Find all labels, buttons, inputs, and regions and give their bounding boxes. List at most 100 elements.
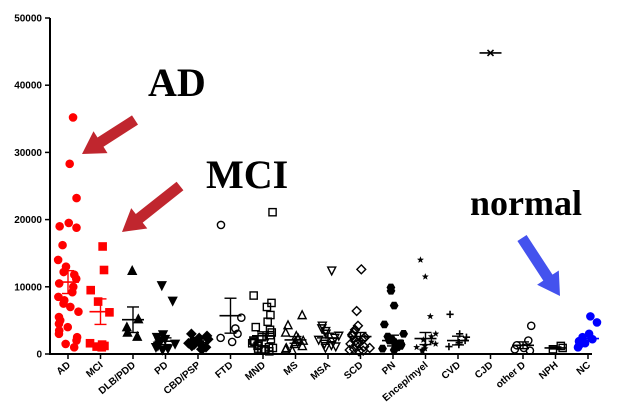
data-point [63, 322, 73, 332]
data-point [86, 285, 96, 295]
data-point [61, 339, 70, 349]
x-tick-label-mnd: MND [243, 360, 268, 383]
data-point [344, 344, 356, 356]
data-point [231, 324, 240, 333]
x-tick-label-ftd: FTD [213, 360, 235, 381]
group-cvd [445, 310, 471, 351]
group-encep-myel [413, 256, 440, 355]
data-point [525, 346, 535, 355]
data-point [58, 240, 67, 250]
data-point [202, 333, 214, 345]
group-ad [53, 113, 83, 352]
x-tick-label-nph: NPH [537, 360, 560, 382]
x-tick-label-msa: MSA [309, 360, 333, 383]
group-mci [85, 242, 114, 352]
y-tick-label: 0 [36, 350, 42, 361]
data-point [237, 313, 246, 323]
data-point [389, 301, 399, 310]
data-point [416, 256, 425, 263]
x-tick-label-other-d: other D [494, 360, 528, 391]
annotation-arrow-mci [122, 181, 184, 232]
data-point [445, 343, 453, 351]
x-tick-label-cvd: CVD [440, 360, 463, 382]
data-point [351, 305, 363, 317]
data-point [296, 309, 308, 320]
data-point [573, 342, 583, 352]
annotation-label-normal: normal [470, 183, 582, 223]
data-point [263, 317, 272, 327]
data-point [216, 333, 225, 343]
data-point [227, 337, 237, 347]
data-point [297, 340, 308, 351]
group-msa [313, 266, 344, 354]
x-tick-label-scd: SCD [342, 360, 365, 382]
data-point [317, 321, 328, 332]
annotation-arrow-normal [517, 235, 560, 296]
group-nph [544, 341, 567, 354]
data-point [282, 319, 294, 330]
data-point [156, 281, 167, 292]
data-point [65, 159, 74, 169]
data-point [68, 287, 77, 297]
data-point [249, 291, 258, 300]
data-point [97, 342, 107, 352]
x-tick-label-cbd-psp: CBD/PSP [162, 360, 203, 397]
group-pn [378, 283, 409, 354]
group-cjd [479, 49, 502, 57]
data-point [413, 343, 421, 351]
data-point [64, 218, 74, 228]
data-point [280, 343, 291, 354]
data-point [132, 330, 143, 341]
data-point [426, 312, 434, 320]
data-point [586, 312, 595, 321]
y-tick-label: 50000 [14, 14, 42, 25]
data-point [418, 347, 427, 355]
data-point [53, 255, 63, 265]
data-point [72, 223, 81, 232]
x-tick-label-nc: NC [575, 360, 593, 378]
group-cbd-psp [183, 328, 214, 355]
data-point [54, 329, 64, 339]
data-point [262, 302, 272, 312]
data-point [157, 330, 169, 341]
group-pd [150, 281, 181, 356]
data-point [326, 266, 337, 277]
data-point [150, 342, 162, 354]
data-point [446, 310, 454, 318]
data-point [320, 326, 331, 337]
group-scd [344, 263, 376, 357]
data-point [462, 333, 471, 341]
group-dlb-pdd [121, 264, 144, 341]
group-ms [280, 309, 309, 355]
data-point [421, 272, 429, 280]
y-axis-ticks: 0 10000 20000 30000 40000 50000 [14, 14, 50, 361]
data-point [265, 325, 275, 335]
data-point [364, 342, 376, 354]
data-point [247, 338, 257, 348]
x-tick-label-cjd: CJD [473, 360, 495, 381]
data-point [195, 343, 207, 355]
data-point [524, 336, 533, 345]
data-point [378, 344, 387, 353]
group-nc [573, 312, 602, 352]
group-ftd [216, 220, 246, 347]
data-point [352, 320, 364, 332]
data-point [355, 263, 367, 275]
data-point [526, 321, 536, 331]
y-tick-label: 20000 [14, 215, 42, 226]
y-tick-label: 30000 [14, 148, 42, 159]
data-point [358, 341, 370, 352]
data-point [98, 242, 107, 251]
x-tick-label-mci: MCI [84, 360, 105, 380]
data-point [399, 330, 409, 338]
data-point [54, 279, 64, 288]
data-point [69, 342, 79, 352]
annotation-arrow-ad [82, 115, 138, 154]
data-point [59, 267, 68, 277]
y-tick-label: 40000 [14, 81, 42, 92]
data-point [421, 344, 429, 352]
group-other-d [510, 321, 536, 355]
data-point [320, 343, 331, 354]
data-point [66, 302, 75, 312]
